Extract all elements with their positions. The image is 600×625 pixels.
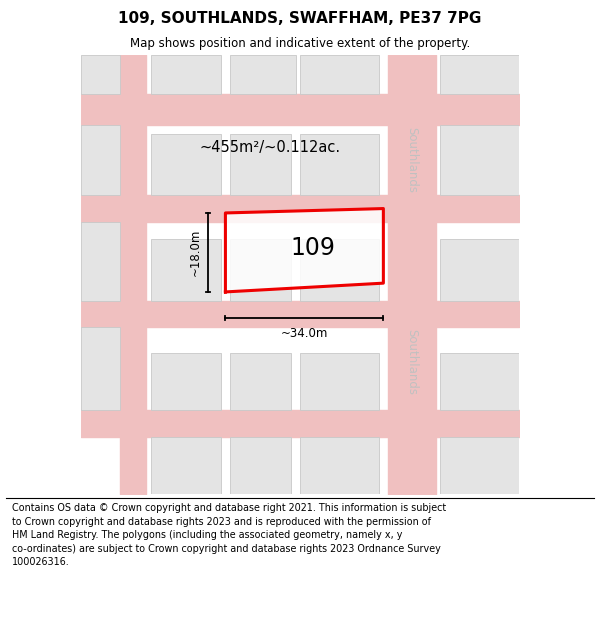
Text: Contains OS data © Crown copyright and database right 2021. This information is : Contains OS data © Crown copyright and d… xyxy=(12,503,446,568)
Text: Southlands: Southlands xyxy=(406,329,418,395)
Bar xyxy=(80,222,120,301)
Bar xyxy=(151,55,221,94)
Bar xyxy=(300,353,379,411)
Bar xyxy=(80,327,120,411)
Text: 109: 109 xyxy=(291,236,335,260)
Text: Southlands: Southlands xyxy=(406,127,418,193)
Text: 109, SOUTHLANDS, SWAFFHAM, PE37 7PG: 109, SOUTHLANDS, SWAFFHAM, PE37 7PG xyxy=(118,11,482,26)
Bar xyxy=(151,134,221,196)
Text: ~18.0m: ~18.0m xyxy=(188,229,201,276)
Text: ~34.0m: ~34.0m xyxy=(281,327,328,340)
Bar xyxy=(230,239,291,301)
Bar xyxy=(300,55,379,94)
Bar xyxy=(440,125,520,196)
Text: ~455m²/~0.112ac.: ~455m²/~0.112ac. xyxy=(199,139,340,154)
Bar xyxy=(440,353,520,411)
Bar xyxy=(230,134,291,196)
Bar xyxy=(230,437,291,494)
Polygon shape xyxy=(226,209,383,292)
Bar xyxy=(151,239,221,301)
Bar xyxy=(151,437,221,494)
Bar xyxy=(80,125,120,196)
Bar xyxy=(80,55,120,94)
Bar xyxy=(151,353,221,411)
Bar xyxy=(230,55,296,94)
Bar xyxy=(300,437,379,494)
Bar xyxy=(300,239,379,301)
Bar xyxy=(300,134,379,196)
Bar xyxy=(440,55,520,94)
Bar xyxy=(440,239,520,301)
Text: Map shows position and indicative extent of the property.: Map shows position and indicative extent… xyxy=(130,38,470,51)
Bar xyxy=(230,353,291,411)
Bar xyxy=(440,437,520,494)
